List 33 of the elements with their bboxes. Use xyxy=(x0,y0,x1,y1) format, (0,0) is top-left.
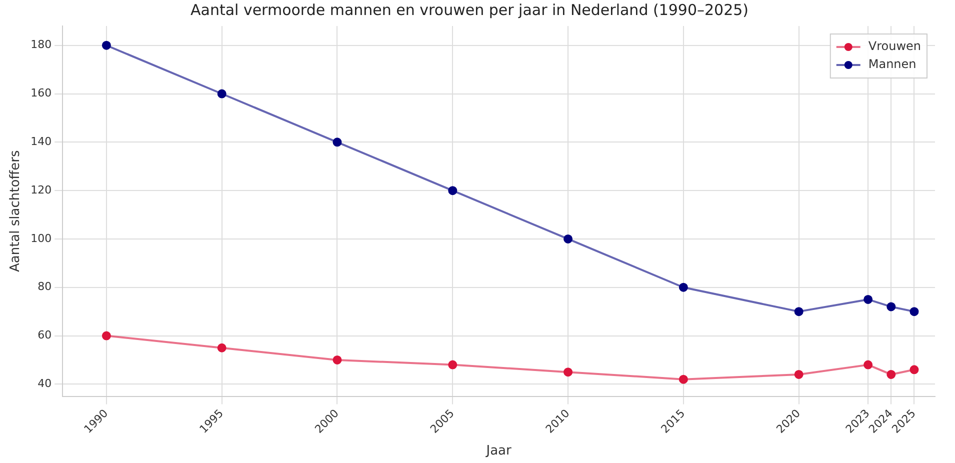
point xyxy=(886,370,896,379)
y-tick-label: 60 xyxy=(38,328,52,342)
point xyxy=(564,368,573,377)
y-tick-label: 40 xyxy=(38,377,52,390)
point xyxy=(864,360,873,370)
legend-label: Vrouwen xyxy=(868,39,922,54)
y-tick-label: 180 xyxy=(30,38,52,52)
point xyxy=(864,294,873,304)
chart-title: Aantal vermoorde mannen en vrouwen per jaar in Nederland (1990–2025) xyxy=(190,0,749,19)
point xyxy=(448,360,458,370)
y-tick-label: 140 xyxy=(30,135,52,148)
y-tick-label: 100 xyxy=(30,232,52,245)
point xyxy=(794,307,804,316)
point xyxy=(794,370,804,379)
point xyxy=(678,374,688,384)
y-tick-label: 160 xyxy=(30,86,52,100)
point xyxy=(332,138,342,147)
x-axis-title: Jaar xyxy=(485,444,512,459)
point xyxy=(102,40,111,50)
point xyxy=(217,343,226,352)
point xyxy=(332,355,342,364)
point xyxy=(678,282,688,292)
point xyxy=(910,365,919,374)
point xyxy=(102,331,111,340)
point xyxy=(910,307,919,316)
y-tick-label: 80 xyxy=(38,280,52,294)
legend-label: Mannen xyxy=(868,57,916,72)
point xyxy=(217,89,226,98)
y-axis-title: Aantal slachtoffers xyxy=(8,150,24,272)
point xyxy=(448,186,458,196)
y-tick-label: 120 xyxy=(30,183,52,196)
point xyxy=(564,234,573,244)
point xyxy=(886,302,896,312)
